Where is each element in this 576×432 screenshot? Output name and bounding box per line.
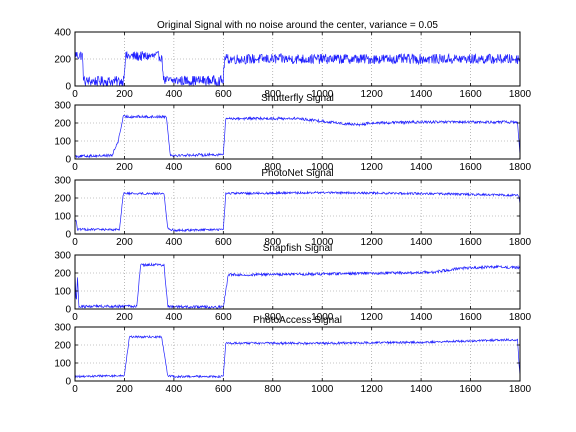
x-tick-label: 600 bbox=[215, 162, 232, 173]
x-tick-label: 400 bbox=[166, 237, 183, 248]
x-tick-label: 600 bbox=[215, 89, 232, 100]
x-tick-label: 1400 bbox=[410, 237, 433, 248]
y-tick-label: 100 bbox=[54, 287, 71, 298]
x-tick-label: 1800 bbox=[509, 162, 532, 173]
x-tick-label: 1000 bbox=[311, 89, 334, 100]
y-tick-label: 300 bbox=[54, 101, 71, 112]
x-tick-label: 1400 bbox=[410, 89, 433, 100]
x-tick-label: 0 bbox=[72, 162, 78, 173]
y-tick-label: 300 bbox=[54, 176, 71, 187]
x-tick-label: 0 bbox=[72, 237, 78, 248]
x-tick-label: 1400 bbox=[410, 384, 433, 395]
x-tick-label: 1800 bbox=[509, 384, 532, 395]
x-tick-label: 1600 bbox=[459, 384, 482, 395]
x-tick-label: 1200 bbox=[361, 89, 384, 100]
x-tick-label: 200 bbox=[116, 237, 133, 248]
x-tick-label: 400 bbox=[166, 162, 183, 173]
y-tick-label: 0 bbox=[65, 82, 71, 93]
x-tick-label: 1600 bbox=[459, 237, 482, 248]
x-tick-label: 0 bbox=[72, 89, 78, 100]
x-tick-label: 1600 bbox=[459, 89, 482, 100]
x-tick-label: 1200 bbox=[361, 384, 384, 395]
x-tick-label: 1000 bbox=[311, 237, 334, 248]
x-tick-label: 1200 bbox=[361, 162, 384, 173]
subplot-3: 0 200 400 600 800 1000 1200 1400 1600 1800 0 100 200… bbox=[54, 168, 531, 248]
x-tick-label: 0 bbox=[72, 312, 78, 323]
x-tick-label: 1600 bbox=[459, 312, 482, 323]
subplot-title: PhotoNet Signal bbox=[261, 168, 333, 179]
y-tick-label: 200 bbox=[54, 194, 71, 205]
signal-line bbox=[74, 262, 521, 310]
subplot-5: 0 200 400 600 800 1000 1200 1400 1600 1800 0 100 200… bbox=[54, 315, 531, 395]
x-tick-label: 800 bbox=[264, 89, 281, 100]
x-tick-label: 1800 bbox=[509, 237, 532, 248]
y-tick-label: 200 bbox=[54, 119, 71, 130]
signal-line bbox=[74, 114, 521, 159]
axes-frame bbox=[74, 179, 521, 235]
x-tick-label: 200 bbox=[116, 384, 133, 395]
y-tick-label: 200 bbox=[54, 341, 71, 352]
x-tick-label: 1000 bbox=[311, 384, 334, 395]
x-tick-label: 1200 bbox=[361, 237, 384, 248]
x-tick-label: 200 bbox=[116, 312, 133, 323]
x-tick-label: 200 bbox=[116, 89, 133, 100]
x-tick-label: 1200 bbox=[361, 312, 384, 323]
x-tick-label: 1000 bbox=[311, 162, 334, 173]
x-tick-label: 800 bbox=[264, 384, 281, 395]
y-tick-label: 0 bbox=[65, 230, 71, 241]
axes-frame bbox=[74, 104, 521, 160]
subplot-4: 0 200 400 600 800 1000 1200 1400 1600 1800 0 100 200… bbox=[54, 243, 531, 323]
x-tick-label: 1600 bbox=[459, 162, 482, 173]
y-tick-label: 0 bbox=[65, 377, 71, 388]
x-tick-label: 600 bbox=[215, 312, 232, 323]
x-tick-label: 400 bbox=[166, 384, 183, 395]
x-tick-label: 1400 bbox=[410, 162, 433, 173]
x-tick-label: 200 bbox=[116, 162, 133, 173]
x-tick-label: 800 bbox=[264, 312, 281, 323]
y-tick-label: 200 bbox=[54, 55, 71, 66]
x-tick-label: 1800 bbox=[509, 312, 532, 323]
signal-line bbox=[74, 50, 521, 88]
x-tick-label: 800 bbox=[264, 237, 281, 248]
subplot-title: Snapfish Signal bbox=[263, 243, 333, 254]
y-tick-label: 300 bbox=[54, 323, 71, 334]
axes-frame bbox=[74, 326, 521, 382]
signal-line bbox=[74, 334, 521, 379]
y-tick-label: 0 bbox=[65, 305, 71, 316]
x-tick-label: 600 bbox=[215, 384, 232, 395]
y-tick-label: 100 bbox=[54, 359, 71, 370]
subplot-2: 0 200 400 600 800 1000 1200 1400 1600 1800 0 100 200… bbox=[54, 93, 531, 173]
x-tick-label: 400 bbox=[166, 312, 183, 323]
y-tick-label: 200 bbox=[54, 269, 71, 280]
y-tick-label: 100 bbox=[54, 137, 71, 148]
subplot-1: 0 200 400 600 800 1000 1200 1400 1600 1800 0 200 400… bbox=[54, 20, 531, 100]
subplot-title: PhotoAccess Signal bbox=[253, 315, 342, 326]
subplot-title: Original Signal with no noise around the… bbox=[157, 20, 438, 31]
y-tick-label: 400 bbox=[54, 28, 71, 39]
x-tick-label: 600 bbox=[215, 237, 232, 248]
signal-line bbox=[74, 190, 521, 233]
x-tick-label: 0 bbox=[72, 384, 78, 395]
axes-frame bbox=[74, 254, 521, 310]
x-tick-label: 800 bbox=[264, 162, 281, 173]
x-tick-label: 1000 bbox=[311, 312, 334, 323]
x-tick-label: 400 bbox=[166, 89, 183, 100]
x-tick-label: 1800 bbox=[509, 89, 532, 100]
x-tick-label: 1400 bbox=[410, 312, 433, 323]
y-tick-label: 100 bbox=[54, 212, 71, 223]
y-tick-label: 300 bbox=[54, 251, 71, 262]
subplot-title: Shutterfly Signal bbox=[261, 93, 334, 104]
y-tick-label: 0 bbox=[65, 155, 71, 166]
